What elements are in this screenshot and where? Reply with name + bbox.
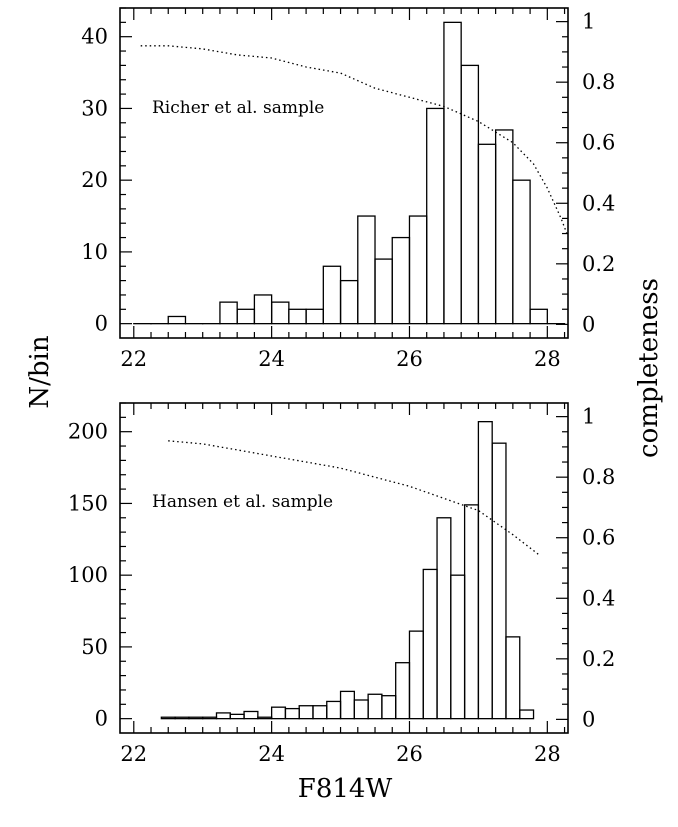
histogram-bar <box>305 308 324 325</box>
y2-tick-label: 0.4 <box>582 586 615 610</box>
x-tick-label: 22 <box>120 347 147 371</box>
histogram-bar <box>408 215 428 325</box>
histogram-bar <box>477 143 497 325</box>
y-tick-label: 150 <box>68 491 108 515</box>
y-tick-label: 30 <box>81 96 108 120</box>
histogram-bar <box>215 712 231 720</box>
y-tick-label: 0 <box>95 312 108 336</box>
completeness-curve <box>168 440 541 557</box>
histogram-bar <box>463 504 480 720</box>
histogram-bar <box>491 442 507 720</box>
histogram-bar <box>395 662 411 720</box>
x-tick-label: 28 <box>534 347 561 371</box>
y2-tick-label: 1 <box>582 405 595 429</box>
histogram-bar <box>219 301 238 325</box>
histogram-bar <box>422 568 438 720</box>
histogram-bar <box>322 265 342 325</box>
histogram-bar <box>243 710 259 720</box>
y-tick-label: 50 <box>81 635 108 659</box>
y2-tick-label: 0.8 <box>582 465 615 489</box>
y2-tick-label: 0.6 <box>582 526 615 550</box>
histogram-bar <box>236 308 256 325</box>
histogram-bar <box>326 700 342 720</box>
histogram-bar <box>229 713 245 720</box>
sample-label: Richer et al. sample <box>152 98 324 118</box>
histogram-bar <box>426 107 445 325</box>
y-axis-title: N/bin <box>25 335 55 408</box>
histogram-bar <box>436 517 452 720</box>
plot-frame <box>119 7 569 339</box>
histogram-bar <box>391 236 411 325</box>
histogram-bar <box>202 716 218 720</box>
y2-tick-label: 0.8 <box>582 70 615 94</box>
y2-tick-label: 0.4 <box>582 191 615 215</box>
x-axis-title: F814W <box>298 774 393 804</box>
histogram-bar <box>270 706 287 720</box>
y-tick-label: 10 <box>81 240 108 264</box>
y2-tick-label: 0 <box>582 312 595 336</box>
histogram-bar <box>494 129 514 325</box>
histogram-bar <box>339 690 355 720</box>
histogram-bar <box>367 693 383 720</box>
histogram-bar <box>505 636 521 720</box>
x-tick-label: 22 <box>120 742 147 766</box>
y-tick-label: 200 <box>68 420 108 444</box>
x-tick-label: 26 <box>396 347 423 371</box>
y2-tick-label: 1 <box>582 10 595 34</box>
histogram-bar <box>443 21 462 325</box>
histogram-bar <box>270 301 290 325</box>
histogram-bar <box>460 64 480 325</box>
y-tick-label: 100 <box>68 563 108 587</box>
plot-frame <box>119 402 569 734</box>
histogram-bar <box>519 709 535 720</box>
histogram-bar <box>257 716 273 720</box>
y2-tick-label: 0.6 <box>582 131 615 155</box>
histogram-bar <box>160 716 176 720</box>
histogram-bar <box>353 699 369 720</box>
histogram-bar <box>288 308 307 325</box>
y2-tick-label: 0.2 <box>582 252 615 276</box>
top-panel: 22 24 26 28 0 10 20 30 40 0 0.2 0.4 0.6 0.8 1 Richer et… <box>81 7 615 371</box>
histogram-bar <box>298 705 314 720</box>
histogram-bar <box>357 215 376 325</box>
histogram-bar <box>174 716 190 720</box>
histogram-bar <box>450 574 466 720</box>
y-tick-label: 0 <box>95 707 108 731</box>
histogram-bar <box>477 421 493 720</box>
x-tick-label: 24 <box>258 742 285 766</box>
histogram-bar <box>312 705 328 720</box>
histogram-bar <box>188 716 204 720</box>
y2-tick-label: 0 <box>582 707 595 731</box>
bottom-panel: 22 24 26 28 0 50 100 150 200 0 0.2 0.4 0.6 0.8 1 Hansen… <box>68 402 615 766</box>
histogram-bar <box>381 695 397 720</box>
y2-tick-label: 0.2 <box>582 647 615 671</box>
histogram-bar <box>253 294 273 325</box>
x-tick-label: 28 <box>534 742 561 766</box>
histogram-bar <box>512 179 531 325</box>
y2-axis-title: completeness <box>634 278 664 458</box>
histogram-bar <box>408 630 424 720</box>
histogram-bar <box>529 308 548 325</box>
x-tick-label: 24 <box>258 347 285 371</box>
sample-label: Hansen et al. sample <box>152 492 333 512</box>
histogram-bar <box>374 258 393 325</box>
histogram-bar <box>167 315 187 325</box>
completeness-curve <box>140 45 569 237</box>
x-tick-label: 26 <box>396 742 423 766</box>
y-tick-label: 20 <box>81 168 108 192</box>
y-tick-label: 40 <box>81 25 108 49</box>
histogram-bar <box>284 707 300 720</box>
histogram-bar <box>339 279 359 325</box>
